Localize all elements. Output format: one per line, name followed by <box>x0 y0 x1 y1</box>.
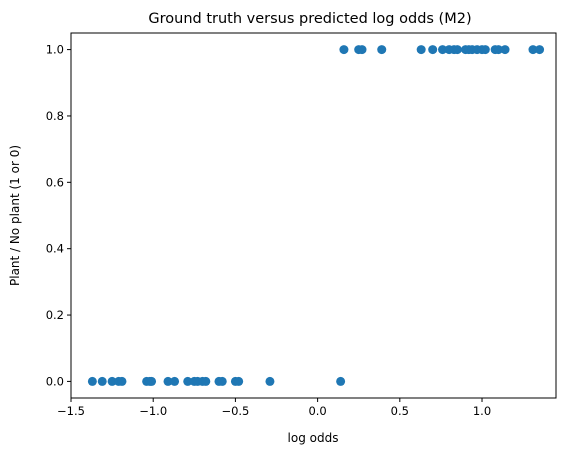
y-tick-label: 0.0 <box>46 374 64 388</box>
data-point <box>452 45 462 55</box>
y-axis-label: Plant / No plant (1 or 0) <box>8 145 22 286</box>
x-tick-label: −1.0 <box>139 404 167 418</box>
data-point <box>117 376 127 386</box>
data-point <box>107 376 117 386</box>
y-tick-label: 0.2 <box>46 308 64 322</box>
data-point <box>217 376 227 386</box>
y-tick-label: 0.8 <box>46 109 64 123</box>
y-tick-label: 1.0 <box>46 43 64 57</box>
x-tick-label: 0.5 <box>391 404 409 418</box>
data-point <box>336 376 346 386</box>
x-axis-label: log odds <box>288 431 339 445</box>
data-point <box>163 376 173 386</box>
data-point <box>357 45 367 55</box>
data-point <box>535 45 545 55</box>
data-point <box>377 45 387 55</box>
data-point <box>493 45 503 55</box>
data-point <box>500 45 510 55</box>
x-tick-label: 0.0 <box>308 404 326 418</box>
data-point <box>170 376 180 386</box>
data-point <box>528 45 538 55</box>
chart-title: Ground truth versus predicted log odds (… <box>148 11 471 27</box>
data-point <box>339 45 349 55</box>
plot-area <box>87 45 545 386</box>
y-tick-label: 0.4 <box>46 242 64 256</box>
data-point <box>428 45 438 55</box>
data-point <box>480 45 490 55</box>
data-point <box>183 376 193 386</box>
x-tick-label: 1.0 <box>473 404 491 418</box>
data-point <box>201 376 211 386</box>
data-point <box>97 376 107 386</box>
data-point <box>147 376 157 386</box>
x-tick-label: −0.5 <box>221 404 249 418</box>
data-point <box>234 376 244 386</box>
x-tick-label: −1.5 <box>57 404 85 418</box>
data-point <box>87 376 97 386</box>
data-point <box>438 45 448 55</box>
data-point <box>416 45 426 55</box>
data-point <box>265 376 275 386</box>
plot-frame <box>70 32 557 399</box>
y-tick-label: 0.6 <box>46 175 64 189</box>
